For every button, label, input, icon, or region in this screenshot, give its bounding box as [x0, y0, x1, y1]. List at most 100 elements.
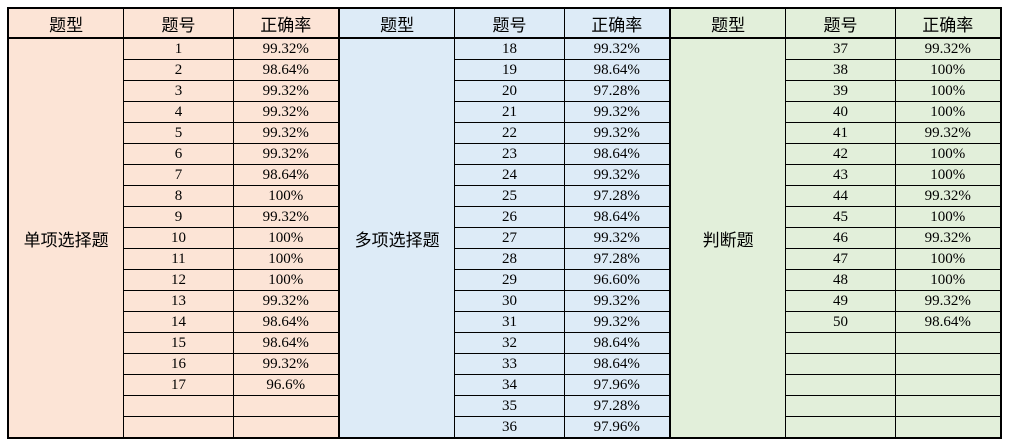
- question-number-cell: 40: [785, 101, 896, 123]
- accuracy-rate-cell: 99.32%: [894, 227, 1002, 249]
- accuracy-rate-cell: [894, 374, 1002, 396]
- accuracy-rate-cell: [232, 395, 340, 417]
- accuracy-rate-cell: 99.32%: [563, 311, 671, 333]
- accuracy-rate-cell: 99.32%: [894, 37, 1002, 60]
- question-number-cell: 28: [454, 248, 565, 270]
- question-number-cell: 50: [785, 311, 896, 333]
- question-number-cell: 45: [785, 206, 896, 228]
- header-cell-accuracy-rate: 正确率: [563, 7, 671, 39]
- accuracy-rate-cell: 100%: [232, 248, 340, 270]
- accuracy-rate-cell: 100%: [894, 59, 1002, 81]
- accuracy-rate-cell: 98.64%: [894, 311, 1002, 333]
- question-number-cell: 3: [123, 80, 234, 102]
- accuracy-rate-cell: [894, 395, 1002, 417]
- table-row: 19 98.64%: [339, 59, 671, 81]
- question-number-cell: 16: [123, 353, 234, 375]
- table-row: 21 99.32%: [339, 101, 671, 123]
- question-number-cell: 6: [123, 143, 234, 165]
- table-row: 11 100%: [8, 248, 340, 270]
- question-number-cell: 33: [454, 353, 565, 375]
- question-number-cell: 15: [123, 332, 234, 354]
- header-row: 题型 题号 正确率: [669, 7, 1002, 39]
- question-number-cell: 9: [123, 206, 234, 228]
- table-row: 25 97.28%: [339, 185, 671, 207]
- accuracy-rate-cell: 99.32%: [232, 101, 340, 123]
- question-number-cell: 42: [785, 143, 896, 165]
- table-row: 44 99.32%: [670, 185, 1002, 207]
- table-row: 30 99.32%: [339, 290, 671, 312]
- accuracy-rate-cell: 97.28%: [563, 248, 671, 270]
- accuracy-rate-cell: 97.28%: [563, 185, 671, 207]
- question-number-cell: 46: [785, 227, 896, 249]
- question-number-cell: 23: [454, 143, 565, 165]
- question-type-cell: 多项选择题: [338, 37, 456, 439]
- question-number-cell: 21: [454, 101, 565, 123]
- accuracy-rate-cell: 98.64%: [232, 59, 340, 81]
- accuracy-rate-cell: 100%: [894, 80, 1002, 102]
- table-row: 38 100%: [670, 59, 1002, 81]
- table-row: 2 98.64%: [8, 59, 340, 81]
- table-row: 35 97.28%: [339, 395, 671, 417]
- accuracy-rate-cell: 98.64%: [232, 164, 340, 186]
- question-number-cell: 5: [123, 122, 234, 144]
- table-row: 42 100%: [670, 143, 1002, 165]
- accuracy-rate-cell: 100%: [894, 143, 1002, 165]
- question-number-cell: 47: [785, 248, 896, 270]
- table-row: 单项选择题 1 99.32%: [7, 37, 340, 439]
- table-row: 27 99.32%: [339, 227, 671, 249]
- accuracy-rate-cell: 99.32%: [563, 164, 671, 186]
- table-row: 多项选择题 18 99.32%: [338, 37, 671, 439]
- table-row: 13 99.32%: [8, 290, 340, 312]
- question-number-cell: 14: [123, 311, 234, 333]
- accuracy-rate-cell: 99.32%: [563, 101, 671, 123]
- table-row: 49 99.32%: [670, 290, 1002, 312]
- question-number-cell: 44: [785, 185, 896, 207]
- header-cell-accuracy-rate: 正确率: [894, 7, 1002, 39]
- table-row: 23 98.64%: [339, 143, 671, 165]
- header-cell-question-number: 题号: [123, 7, 234, 39]
- question-number-cell: 27: [454, 227, 565, 249]
- table-row: 45 100%: [670, 206, 1002, 228]
- accuracy-rate-cell: 97.96%: [563, 416, 671, 439]
- table-row: 14 98.64%: [8, 311, 340, 333]
- accuracy-rate-cell: 99.32%: [894, 185, 1002, 207]
- table-row: 43 100%: [670, 164, 1002, 186]
- accuracy-rate-cell: 99.32%: [232, 37, 340, 60]
- question-number-cell: 8: [123, 185, 234, 207]
- question-number-cell: 48: [785, 269, 896, 291]
- table-row: 5 99.32%: [8, 122, 340, 144]
- header-cell-question-number: 题号: [454, 7, 565, 39]
- table-row: 15 98.64%: [8, 332, 340, 354]
- question-number-cell: 4: [123, 101, 234, 123]
- question-number-cell: [785, 353, 896, 375]
- accuracy-rate-cell: 97.96%: [563, 374, 671, 396]
- accuracy-rate-cell: 97.28%: [563, 395, 671, 417]
- accuracy-rate-cell: 99.32%: [232, 290, 340, 312]
- accuracy-rate-cell: 100%: [232, 227, 340, 249]
- question-number-cell: 32: [454, 332, 565, 354]
- question-number-cell: 26: [454, 206, 565, 228]
- question-number-cell: 7: [123, 164, 234, 186]
- accuracy-rate-cell: 99.32%: [894, 122, 1002, 144]
- accuracy-rate-cell: 99.32%: [232, 122, 340, 144]
- question-number-cell: 43: [785, 164, 896, 186]
- table-row: 29 96.60%: [339, 269, 671, 291]
- section-table-single-choice: 题型 题号 正确率 单项选择题 1 99.32% 2 98.64% 3 99.32% 4 99.…: [7, 7, 340, 439]
- table-row: [670, 332, 1002, 354]
- question-number-cell: 10: [123, 227, 234, 249]
- question-number-cell: 38: [785, 59, 896, 81]
- accuracy-rate-cell: 96.60%: [563, 269, 671, 291]
- accuracy-rate-cell: 98.64%: [563, 143, 671, 165]
- header-row: 题型 题号 正确率: [7, 7, 340, 39]
- table-row: 28 97.28%: [339, 248, 671, 270]
- accuracy-rate-cell: 96.6%: [232, 374, 340, 396]
- question-number-cell: 36: [454, 416, 565, 439]
- accuracy-rate-cell: 99.32%: [563, 37, 671, 60]
- question-number-cell: 20: [454, 80, 565, 102]
- table-row: 47 100%: [670, 248, 1002, 270]
- table-row: 41 99.32%: [670, 122, 1002, 144]
- header-row: 题型 题号 正确率: [338, 7, 671, 39]
- header-cell-question-number: 题号: [785, 7, 896, 39]
- table-row: 31 99.32%: [339, 311, 671, 333]
- question-number-cell: [785, 374, 896, 396]
